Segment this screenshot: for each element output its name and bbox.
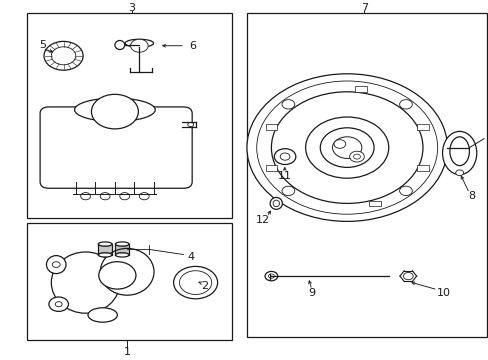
Ellipse shape (115, 40, 124, 49)
Circle shape (268, 274, 274, 278)
Ellipse shape (125, 39, 153, 47)
Circle shape (100, 193, 110, 200)
Ellipse shape (115, 253, 129, 257)
Circle shape (55, 302, 62, 307)
Bar (265, 125, 277, 130)
Bar (416, 125, 428, 130)
Circle shape (274, 149, 295, 165)
Ellipse shape (49, 297, 68, 311)
Circle shape (399, 186, 411, 195)
Text: 7: 7 (360, 3, 367, 13)
Circle shape (256, 81, 437, 214)
Circle shape (81, 193, 90, 200)
Circle shape (333, 140, 345, 148)
Text: 12: 12 (256, 215, 269, 225)
Circle shape (320, 128, 373, 167)
Text: 10: 10 (436, 288, 450, 298)
Circle shape (91, 94, 138, 129)
Circle shape (353, 154, 360, 159)
Circle shape (44, 41, 83, 70)
Text: 11: 11 (277, 171, 291, 181)
Ellipse shape (88, 308, 117, 322)
Circle shape (282, 100, 294, 109)
FancyBboxPatch shape (40, 107, 192, 188)
Text: 2: 2 (201, 281, 207, 291)
Circle shape (51, 47, 76, 65)
Circle shape (52, 262, 60, 267)
Text: 6: 6 (189, 41, 196, 51)
Text: 8: 8 (468, 191, 474, 201)
Text: 1: 1 (123, 347, 130, 357)
Circle shape (130, 39, 148, 52)
Circle shape (173, 266, 217, 299)
Circle shape (246, 74, 447, 221)
Circle shape (139, 193, 149, 200)
Circle shape (280, 153, 289, 160)
Ellipse shape (100, 248, 154, 295)
Circle shape (271, 92, 422, 203)
Circle shape (399, 100, 411, 109)
Circle shape (99, 262, 136, 289)
Ellipse shape (442, 131, 476, 175)
Text: 3: 3 (128, 3, 135, 13)
Ellipse shape (51, 252, 120, 313)
Text: 5: 5 (39, 40, 46, 50)
Circle shape (332, 137, 361, 158)
Ellipse shape (46, 256, 66, 274)
Bar (416, 165, 428, 171)
Circle shape (282, 186, 294, 195)
Ellipse shape (272, 200, 279, 207)
Circle shape (403, 273, 412, 280)
Ellipse shape (98, 253, 112, 257)
Circle shape (349, 151, 364, 162)
Ellipse shape (115, 242, 129, 246)
Ellipse shape (269, 197, 282, 210)
Circle shape (305, 117, 388, 178)
Text: 9: 9 (308, 288, 315, 298)
Bar (368, 201, 380, 206)
Circle shape (179, 271, 211, 294)
Circle shape (120, 193, 129, 200)
Text: 4: 4 (187, 252, 194, 262)
Circle shape (264, 271, 277, 281)
Bar (355, 86, 366, 92)
Ellipse shape (449, 137, 468, 166)
Circle shape (187, 122, 193, 127)
Bar (265, 165, 277, 171)
Ellipse shape (74, 98, 155, 122)
Ellipse shape (98, 242, 112, 246)
Circle shape (455, 170, 463, 176)
